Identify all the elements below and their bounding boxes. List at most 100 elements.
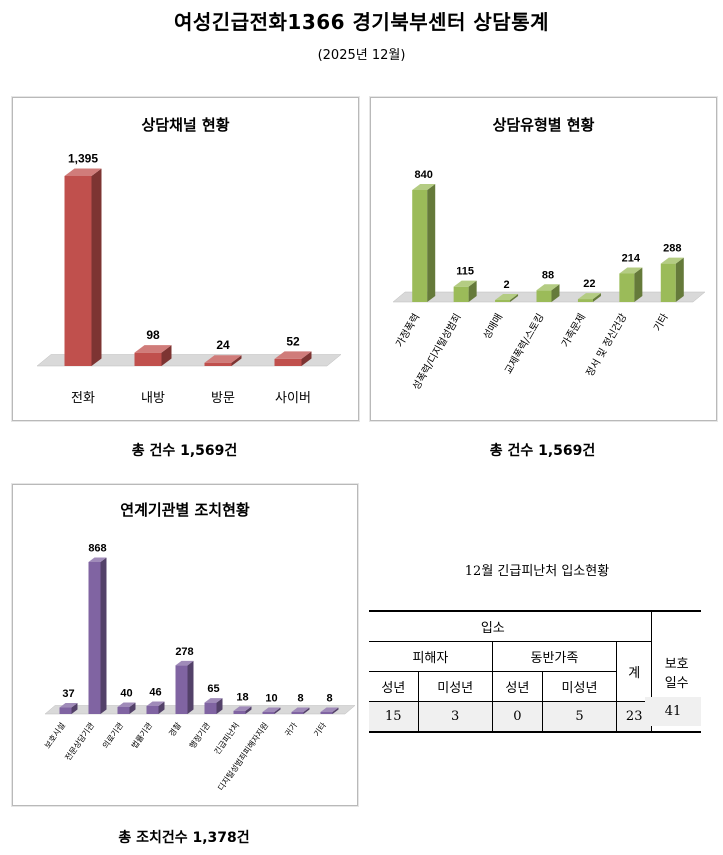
bar-front — [175, 665, 188, 714]
sub-minor-victim: 미성년 — [417, 671, 493, 702]
category-label-0: 보호시설 — [42, 720, 67, 750]
bar-front — [274, 358, 302, 366]
sub-adult-victim: 성년 — [369, 671, 419, 702]
bar-front — [204, 702, 217, 714]
bar-top — [453, 280, 477, 287]
bar-top — [274, 351, 312, 359]
category-label-1: 내방 — [141, 391, 165, 406]
header-protect-1: 보호 — [664, 656, 689, 672]
bar-top — [64, 168, 102, 176]
value-adult-victim: 15 — [369, 701, 419, 733]
bar-side — [71, 703, 78, 714]
agency-chart: 37 보호시설 868 전문상담기관 40 의료기관 46 법률기관 278 경찰 65 행정기관 18… — [42, 543, 356, 792]
category-label-9: 기타 — [312, 720, 328, 738]
channel-chart-panel: 상담채널 현황 1,395 전화 98 내방 24 방문 52 사이버 — [12, 97, 359, 421]
bar-1 — [453, 280, 477, 302]
category-label-3: 사이버 — [275, 391, 311, 406]
bar-5 — [204, 698, 223, 714]
bar-side — [301, 351, 312, 366]
header-blank — [616, 610, 652, 642]
bar-8 — [291, 707, 310, 714]
bar-side — [634, 267, 643, 302]
value-label-8: 8 — [297, 693, 303, 705]
bar-side — [129, 702, 136, 714]
channel-total: 총 건수 1,569건 — [131, 443, 238, 459]
bar-4 — [577, 293, 601, 302]
bar-side — [91, 168, 102, 366]
category-label-8: 귀가 — [282, 720, 299, 738]
bar-top — [412, 184, 436, 190]
value-label-3: 46 — [149, 686, 161, 698]
bar-top — [660, 257, 684, 264]
bar-top — [59, 703, 78, 708]
agency-chart-title: 연계기관별 조치현황 — [120, 501, 250, 519]
bar-top — [146, 701, 165, 706]
value-label-3: 52 — [286, 334, 300, 348]
bar-top — [204, 698, 223, 703]
bar-side — [158, 701, 165, 714]
shelter-table: 입소 보호 일수 피해자 동반가족 계 성년 미성년 성년 미성년 15 3 0… — [369, 610, 701, 733]
bar-top — [88, 557, 107, 562]
bar-top — [204, 355, 242, 363]
value-minor-family: 5 — [541, 701, 617, 733]
bar-side — [303, 707, 310, 714]
bar-front — [233, 710, 246, 714]
bar-side — [332, 707, 339, 714]
bar-side — [274, 707, 281, 714]
bar-front — [453, 286, 469, 302]
value-label-4: 278 — [175, 646, 193, 658]
sub-minor-family: 미성년 — [541, 671, 617, 702]
type-chart-panel: 상담유형별 현황 840 가정폭력 115 성폭력/디지털성범죄 2 성매매 88 교제폭력/… — [370, 97, 717, 421]
bar-front — [320, 712, 333, 714]
bar-front — [204, 362, 232, 366]
sub-adult-family: 성년 — [491, 671, 543, 702]
value-label-4: 22 — [583, 278, 595, 290]
category-label-5: 정서 및 정신건강 — [584, 312, 630, 379]
category-label-2: 의료기관 — [100, 720, 125, 750]
bar-5 — [619, 267, 643, 302]
bar-side — [551, 284, 560, 302]
value-label-0: 1,395 — [68, 152, 98, 166]
bar-top — [117, 702, 136, 707]
bar-front — [619, 273, 635, 302]
bar-top — [134, 345, 172, 353]
bar-side — [216, 698, 223, 714]
bar-3 — [536, 284, 560, 302]
bar-front — [291, 712, 304, 714]
value-adult-family: 0 — [491, 701, 543, 733]
bar-side — [675, 257, 684, 302]
bar-top — [175, 660, 194, 666]
bar-side — [161, 345, 172, 366]
bar-6 — [660, 257, 684, 302]
header-protect-2: 일수 — [664, 675, 689, 691]
bar-top — [495, 294, 519, 300]
bar-side — [100, 557, 107, 714]
category-label-4: 경찰 — [166, 720, 183, 738]
category-label-5: 행정기관 — [187, 720, 212, 750]
agency-chart-panel: 연계기관별 조치현황 37 보호시설 868 전문상담기관 40 의료기관 46 법률기관 27… — [12, 484, 358, 806]
category-label-2: 방문 — [211, 391, 235, 406]
bar-7 — [262, 707, 281, 714]
category-label-6: 긴급피난처 — [212, 720, 241, 756]
shelter-table-title: 12월 긴급피난처 입소현황 — [464, 564, 610, 579]
bar-side — [592, 293, 601, 302]
value-label-5: 214 — [622, 252, 641, 264]
bar-front — [660, 263, 676, 302]
bar-2 — [204, 355, 242, 366]
bar-front — [536, 290, 552, 302]
bar-side — [231, 355, 242, 366]
bar-2 — [117, 702, 136, 714]
bar-side — [468, 280, 477, 302]
bar-side — [427, 184, 436, 302]
value-label-0: 37 — [62, 688, 74, 700]
bar-front — [577, 299, 593, 302]
value-minor-victim: 3 — [417, 701, 493, 733]
category-label-3: 교제폭력/스토킹 — [502, 312, 546, 377]
bar-front — [59, 707, 72, 714]
category-label-2: 성매매 — [481, 312, 505, 342]
bar-top — [619, 267, 643, 274]
bar-0 — [412, 184, 436, 302]
bar-1 — [88, 557, 107, 714]
report-period: (2025년 12월) — [317, 48, 406, 63]
value-label-6: 288 — [663, 243, 681, 255]
